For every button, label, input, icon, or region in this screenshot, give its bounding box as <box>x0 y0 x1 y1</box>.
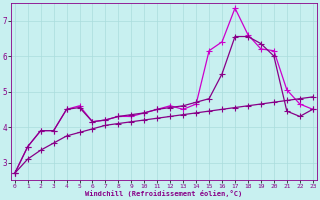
X-axis label: Windchill (Refroidissement éolien,°C): Windchill (Refroidissement éolien,°C) <box>85 190 242 197</box>
